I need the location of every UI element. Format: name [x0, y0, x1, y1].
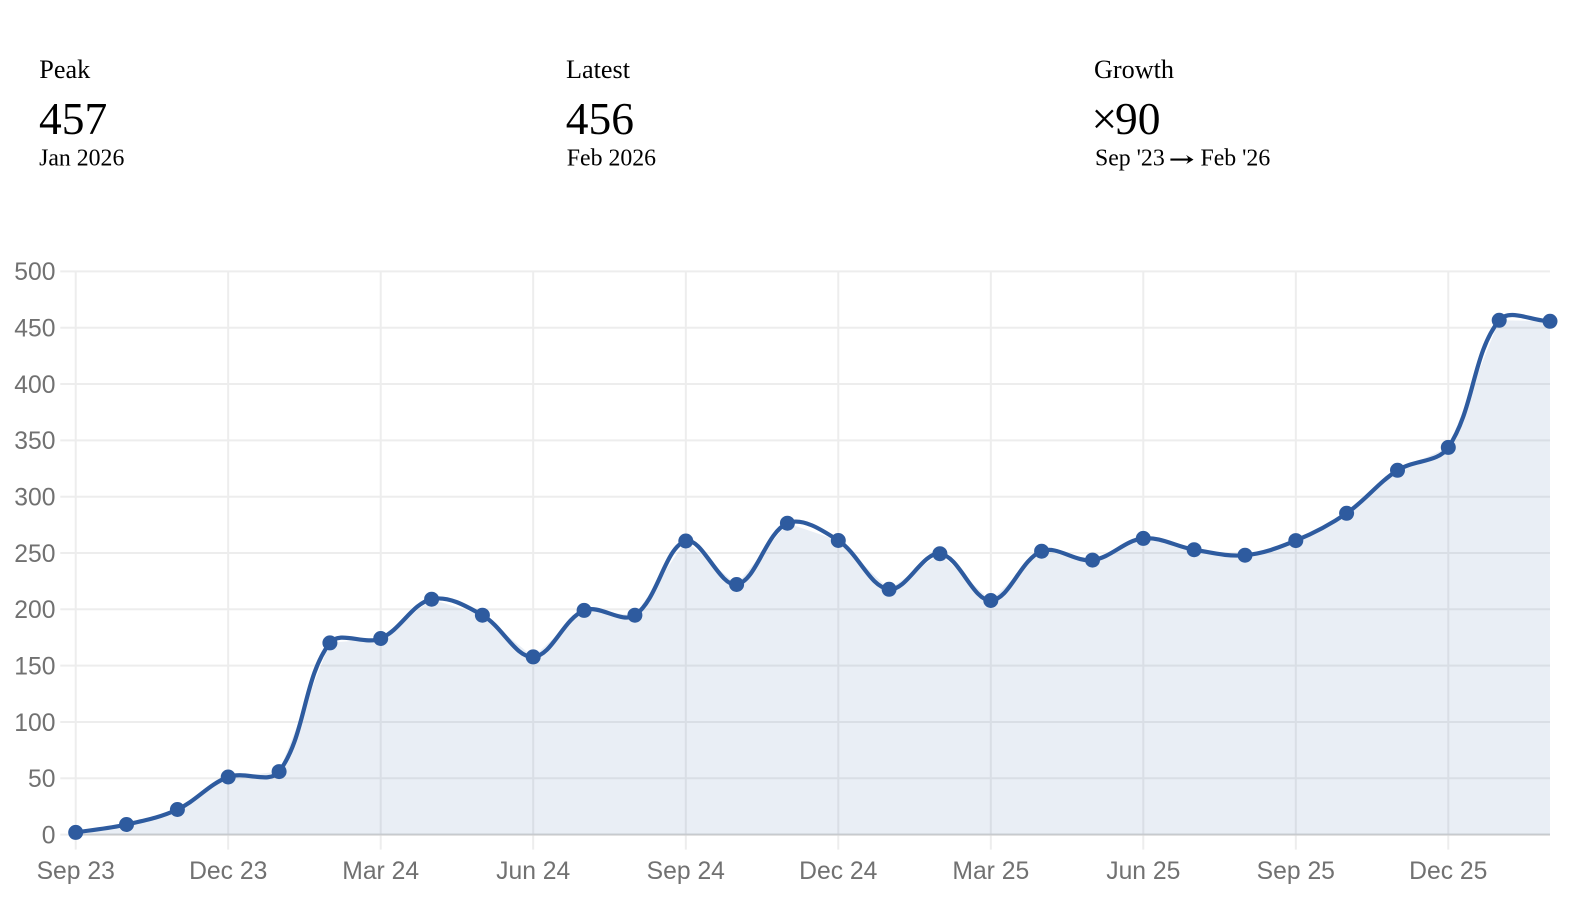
svg-text:0: 0	[42, 822, 56, 849]
svg-text:Growth: Growth	[1094, 55, 1174, 84]
svg-text:Dec 25: Dec 25	[1409, 858, 1487, 885]
svg-text:Jun 25: Jun 25	[1106, 858, 1180, 885]
svg-text:Feb 2026: Feb 2026	[567, 145, 656, 171]
svg-text:300: 300	[14, 485, 55, 512]
svg-text:50: 50	[28, 766, 55, 793]
svg-text:Sep '23: Sep '23	[1095, 145, 1165, 171]
svg-text:Feb '26: Feb '26	[1201, 145, 1271, 171]
svg-text:457: 457	[39, 93, 107, 144]
svg-text:350: 350	[14, 428, 55, 455]
svg-text:Dec 24: Dec 24	[799, 858, 877, 885]
svg-text:450: 450	[14, 316, 55, 343]
svg-text:Jun 24: Jun 24	[496, 858, 570, 885]
svg-text:150: 150	[14, 653, 55, 680]
svg-text:200: 200	[14, 597, 55, 624]
svg-text:×: ×	[1092, 93, 1118, 144]
svg-text:Dec 23: Dec 23	[189, 858, 267, 885]
svg-text:Sep 23: Sep 23	[37, 858, 115, 885]
svg-text:Sep 24: Sep 24	[647, 858, 725, 885]
svg-text:Mar 25: Mar 25	[952, 858, 1029, 885]
svg-text:Peak: Peak	[39, 55, 91, 84]
svg-text:100: 100	[14, 710, 55, 737]
svg-text:Sep 25: Sep 25	[1257, 858, 1335, 885]
svg-text:456: 456	[566, 93, 634, 144]
svg-text:Jan 2026: Jan 2026	[39, 145, 124, 171]
svg-text:Mar 24: Mar 24	[342, 858, 419, 885]
svg-text:Latest: Latest	[566, 55, 631, 84]
svg-text:90: 90	[1115, 93, 1161, 144]
svg-text:500: 500	[14, 259, 55, 286]
svg-text:400: 400	[14, 372, 55, 399]
svg-text:250: 250	[14, 541, 55, 568]
